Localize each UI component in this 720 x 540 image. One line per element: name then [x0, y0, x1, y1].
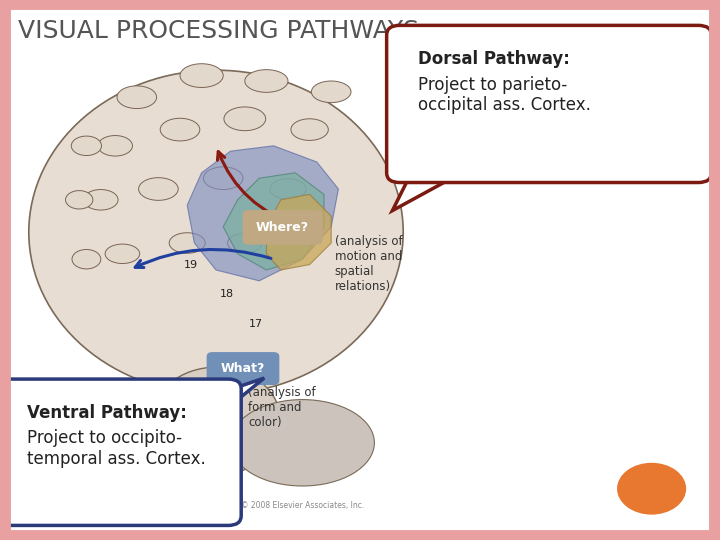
Ellipse shape: [160, 118, 200, 141]
Ellipse shape: [71, 136, 102, 156]
Ellipse shape: [98, 136, 132, 156]
Ellipse shape: [203, 167, 243, 190]
Ellipse shape: [311, 81, 351, 103]
Text: Ventral Pathway:: Ventral Pathway:: [27, 404, 186, 422]
Polygon shape: [187, 146, 338, 281]
Ellipse shape: [151, 367, 281, 475]
Text: Dorsal Pathway:: Dorsal Pathway:: [418, 50, 570, 68]
Text: Project to occipito-
temporal ass. Cortex.: Project to occipito- temporal ass. Corte…: [27, 429, 205, 468]
Polygon shape: [225, 378, 264, 410]
Polygon shape: [418, 165, 468, 176]
Ellipse shape: [224, 107, 266, 131]
Polygon shape: [392, 167, 472, 211]
Ellipse shape: [169, 233, 205, 253]
Polygon shape: [216, 386, 230, 408]
Ellipse shape: [29, 70, 403, 394]
Text: 19: 19: [184, 260, 198, 269]
FancyBboxPatch shape: [243, 210, 323, 245]
Text: (analysis of
motion and
spatial
relations): (analysis of motion and spatial relation…: [335, 235, 402, 293]
Ellipse shape: [228, 233, 262, 253]
Ellipse shape: [117, 86, 157, 109]
Text: Where?: Where?: [256, 221, 309, 234]
Ellipse shape: [180, 64, 223, 87]
Text: 17: 17: [248, 319, 263, 329]
Ellipse shape: [245, 70, 288, 92]
Ellipse shape: [138, 178, 179, 200]
Ellipse shape: [291, 119, 328, 140]
FancyBboxPatch shape: [0, 379, 241, 525]
Polygon shape: [266, 194, 331, 270]
Ellipse shape: [66, 191, 93, 209]
Ellipse shape: [84, 190, 118, 210]
Text: VISUAL PROCESSING PATHWAYS:: VISUAL PROCESSING PATHWAYS:: [18, 19, 428, 43]
Text: What?: What?: [221, 362, 265, 375]
Ellipse shape: [72, 249, 101, 269]
Text: Project to parieto-
occipital ass. Cortex.: Project to parieto- occipital ass. Corte…: [418, 76, 590, 114]
Circle shape: [617, 463, 686, 515]
Text: © 2008 Elsevier Associates, Inc.: © 2008 Elsevier Associates, Inc.: [240, 501, 364, 510]
Text: 18: 18: [220, 289, 234, 299]
Ellipse shape: [270, 179, 306, 199]
FancyBboxPatch shape: [387, 25, 711, 183]
Text: (analysis of
form and
color): (analysis of form and color): [248, 386, 316, 429]
Ellipse shape: [105, 244, 140, 264]
FancyBboxPatch shape: [207, 352, 279, 385]
Ellipse shape: [230, 400, 374, 486]
Polygon shape: [223, 173, 324, 270]
